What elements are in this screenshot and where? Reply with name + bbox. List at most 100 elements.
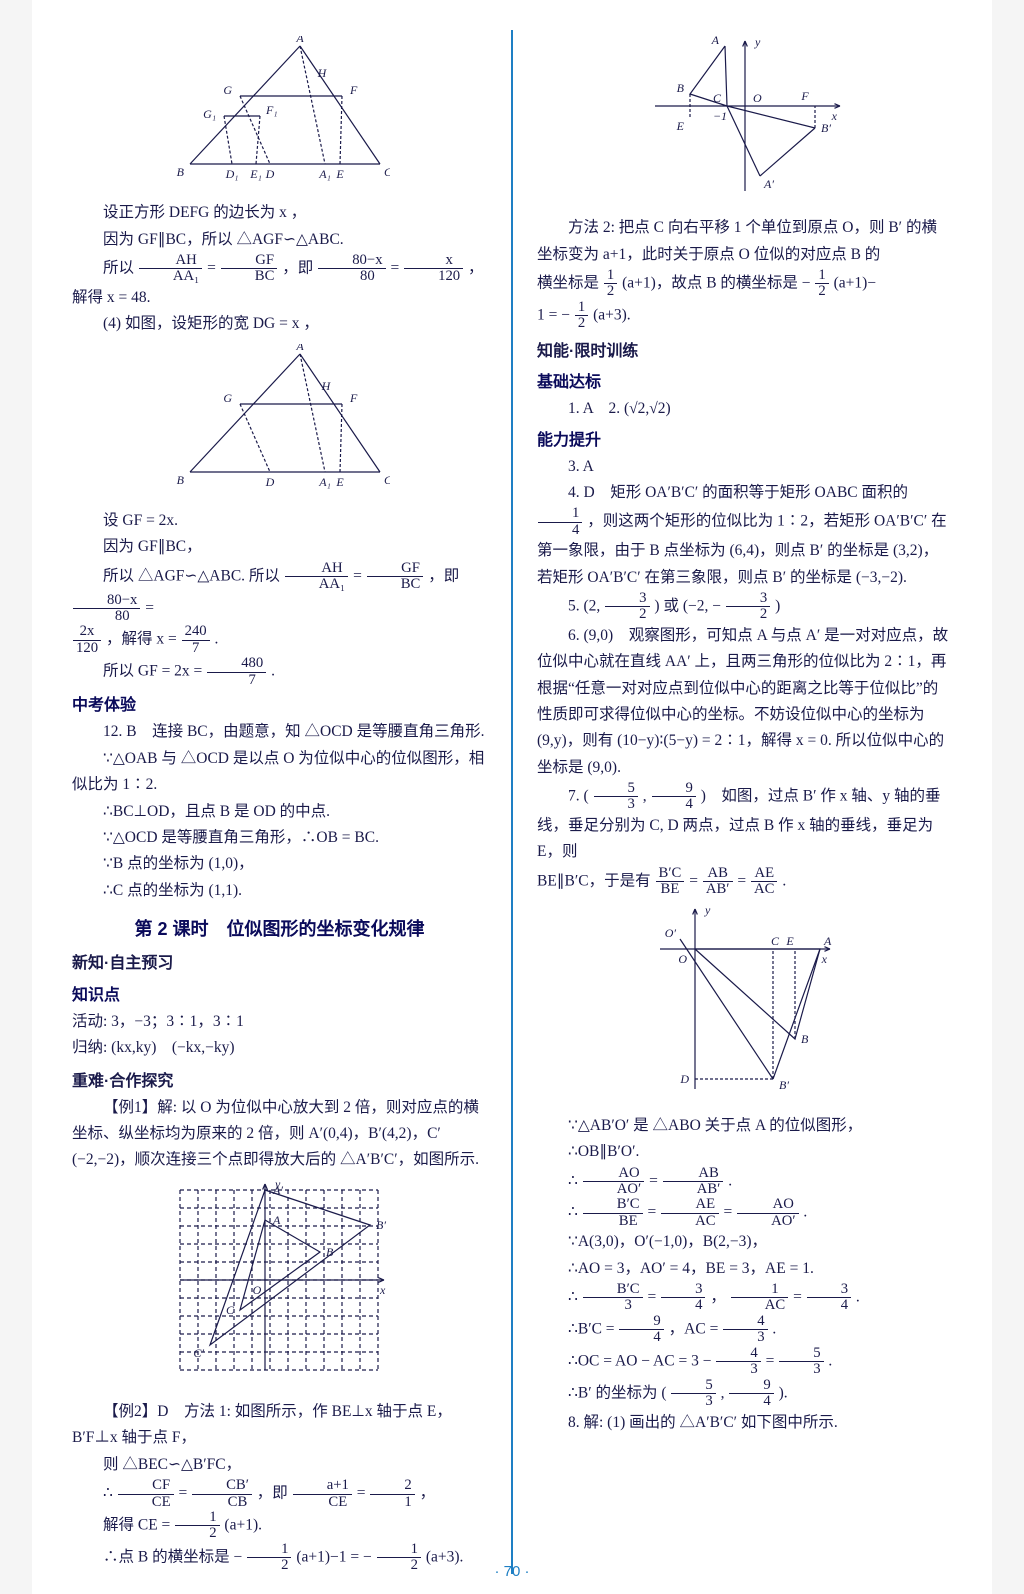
column-divider	[511, 30, 513, 1574]
svg-text:C: C	[384, 165, 390, 179]
para-d4: 解得 CE = 12 (a+1).	[72, 1510, 487, 1542]
text: .	[271, 663, 275, 680]
para-12: ∴BC⊥OD，且点 B 是 OD 的中点.	[72, 799, 487, 825]
text: 横坐标是	[537, 275, 603, 292]
sub-jichu: 基础达标	[537, 369, 952, 396]
frac: 4807	[207, 656, 266, 688]
text: 所以 △AGF∽△ABC. 所以	[103, 567, 284, 584]
frac: 1AC	[731, 1282, 788, 1314]
para-b7: ∴ B′C3 = 34 ， 1AC = 34 .	[537, 1282, 952, 1314]
frac: B′CBE	[656, 866, 685, 898]
frac: 12	[175, 1510, 219, 1542]
frac: 53	[779, 1346, 823, 1378]
svg-text:H: H	[316, 66, 327, 80]
svg-text:C: C	[770, 934, 779, 948]
text: ∴BC⊥OD，且点 B 是 OD 的中点.	[103, 803, 330, 820]
para-5: 设 GF = 2x.	[72, 508, 487, 534]
text: 解得 CE =	[103, 1517, 174, 1534]
text: ∵B 点的坐标为 (1,0)，	[103, 855, 254, 872]
section-zhongkao: 中考体验	[72, 692, 487, 719]
frac: 14	[538, 506, 582, 538]
para-13: ∵△OCD 是等腰直角三角形，∴OB = BC.	[72, 825, 487, 851]
para-d3: ∴ CFCE = CB′CB ，即 a+1CE = 21 ，	[72, 1478, 487, 1510]
text: (a+1)，故点 B 的横坐标是 −	[622, 275, 810, 292]
svg-text:A: A	[272, 1213, 281, 1227]
frac: 34	[661, 1282, 705, 1314]
para-a3: 4. D 矩形 OA′B′C′ 的面积等于矩形 OABC 面积的 14 ，则这两…	[537, 480, 952, 591]
svg-text:F₁: F₁	[265, 103, 278, 117]
text: 【例2】D 方法 1: 如图所示，作 BE⊥x 轴于点 E，B′F⊥x 轴于点 …	[72, 1403, 452, 1446]
svg-text:A: A	[295, 36, 304, 45]
text: .	[782, 872, 786, 889]
text: =	[353, 567, 366, 584]
text: 则 △BEC∽△B′FC，	[103, 1456, 241, 1473]
svg-text:B′: B′	[779, 1078, 789, 1092]
svg-text:O: O	[252, 1283, 261, 1297]
text: 归纳: (kx,ky) (−kx,−ky)	[72, 1039, 235, 1056]
text: .	[803, 1204, 807, 1221]
left-column: ABCGFG₁F₁HD₁E₁DA₁E 设正方形 DEFG 的边长为 x ， 因为…	[72, 30, 487, 1574]
frac: 12	[575, 300, 588, 332]
figure-coord-2: yxOO′CEABB′D	[537, 904, 952, 1103]
svg-text:H: H	[320, 379, 331, 393]
text: ∵A(3,0)，O′(−1,0)，B(2,−3)，	[568, 1233, 767, 1250]
text: 6. (9,0) 观察图形，可知点 A 与点 A′ 是一对对应点，故位似中心就在…	[537, 627, 948, 776]
para-b2: ∴OB∥B′O′.	[537, 1139, 952, 1165]
para-a2: 3. A	[537, 454, 952, 480]
text: 5.	[568, 598, 584, 615]
text: 3. A	[568, 458, 594, 475]
text: =	[737, 872, 750, 889]
section-lesson-title: 第 2 课时 位似图形的坐标变化规律	[72, 914, 487, 945]
text: ) 或 (−2, −	[654, 598, 721, 615]
frac: CB′CB	[192, 1478, 252, 1510]
svg-text:E: E	[335, 475, 344, 489]
para-11: ∵△OAB 与 △OCD 是以点 O 为位似中心的位似图形，相似比为 1∶2.	[72, 746, 487, 799]
frac: AHAA₁	[285, 561, 348, 593]
svg-text:−1: −1	[712, 109, 726, 123]
section-xinzhi: 新知·自主预习	[72, 950, 487, 977]
text: ，即	[428, 567, 459, 584]
svg-text:B: B	[676, 81, 684, 95]
text: ，即	[257, 1485, 292, 1502]
text: )	[775, 598, 780, 615]
frac: 21	[370, 1478, 414, 1510]
para-b3: ∴ AOAO′ = ABAB′ .	[537, 1166, 952, 1198]
text: ∴	[568, 1289, 578, 1306]
para-2: 因为 GF∥BC，所以 △AGF∽△ABC.	[72, 227, 487, 253]
para-d2: 则 △BEC∽△B′FC，	[72, 1452, 487, 1478]
para-8: 2x120 ，解得 x = 2407 .	[72, 624, 487, 656]
svg-text:y: y	[704, 904, 711, 917]
text: ∴AO = 3，AO′ = 4，BE = 3，AE = 1.	[568, 1260, 814, 1277]
text: 1 = −	[537, 306, 570, 323]
para-a5: 6. (9,0) 观察图形，可知点 A 与点 A′ 是一对对应点，故位似中心就在…	[537, 623, 952, 781]
text: 【例1】解: 以 O 为位似中心放大到 2 倍，则对应点的横坐标、纵坐标均为原来…	[72, 1099, 479, 1169]
svg-text:D₁: D₁	[224, 167, 238, 181]
frac: AOAO′	[583, 1166, 644, 1198]
para-9: 所以 GF = 2x = 4807 .	[72, 656, 487, 688]
svg-text:B′: B′	[821, 121, 831, 135]
para-15: ∴C 点的坐标为 (1,1).	[72, 878, 487, 904]
svg-text:F: F	[349, 83, 358, 97]
frac: 2407	[182, 624, 210, 656]
text: ∵△OAB 与 △OCD 是以点 O 为位似中心的位似图形，相似比为 1∶2.	[72, 750, 484, 793]
text: 8. 解: (1) 画出的 △A′B′C′ 如下图中所示.	[568, 1414, 838, 1431]
text: ∴OB∥B′O′.	[568, 1143, 639, 1160]
text: (a+3).	[593, 306, 631, 323]
page-number: · 70 ·	[32, 1563, 992, 1580]
svg-text:A′: A′	[272, 1183, 283, 1197]
para-7: 所以 △AGF∽△ABC. 所以 AHAA₁ = GFBC ，即 80−x80 …	[72, 561, 487, 625]
svg-text:F: F	[800, 89, 809, 103]
section-zhineng: 知能·限时训练	[537, 338, 952, 365]
svg-text:A: A	[823, 934, 832, 948]
svg-text:x: x	[820, 952, 827, 966]
para-b2: 归纳: (kx,ky) (−kx,−ky)	[72, 1035, 487, 1061]
text: ,	[721, 1384, 729, 1401]
text: =	[689, 872, 702, 889]
svg-text:E: E	[675, 119, 684, 133]
text: .	[856, 1289, 860, 1306]
frac: 94	[729, 1378, 773, 1410]
text: 设正方形 DEFG 的边长为 x ，	[103, 204, 306, 221]
text: .	[828, 1352, 832, 1369]
text: .	[215, 631, 219, 648]
text: ，AC =	[669, 1320, 723, 1337]
